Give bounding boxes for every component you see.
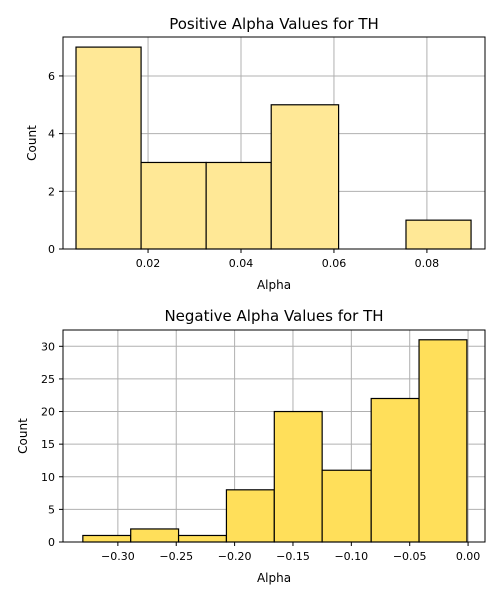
x-tick-label: −0.10: [334, 550, 368, 563]
histogram-bar: [225, 489, 275, 543]
plot-area-frame: [62, 36, 486, 250]
x-tick-label: −0.30: [101, 550, 135, 563]
histogram-bar: [205, 161, 272, 250]
x-tick-label: 0.08: [415, 257, 440, 270]
histogram-bar: [273, 410, 323, 543]
histogram-bar: [177, 534, 228, 543]
y-axis-label: Count: [16, 418, 30, 454]
x-tick-label: −0.15: [276, 550, 310, 563]
y-tick-label: 30: [41, 340, 55, 353]
y-tick-label: 25: [41, 373, 55, 386]
x-tick-label: −0.20: [218, 550, 252, 563]
histogram-bar: [370, 397, 420, 543]
histogram-bar: [75, 46, 142, 250]
y-tick-label: 0: [48, 536, 55, 549]
y-tick-label: 2: [48, 185, 55, 198]
x-tick-label: 0.00: [456, 550, 481, 563]
positive-alpha-histogram: 0.02 0.04 0.06 0.08 0 2 4 6 Positive Alpha Value…: [25, 15, 486, 292]
histogram-bar: [321, 469, 372, 543]
chart-title: Negative Alpha Values for TH: [164, 307, 383, 325]
x-tick-label: 0.06: [322, 257, 347, 270]
x-axis-label: Alpha: [257, 278, 291, 292]
histogram-bar: [405, 219, 472, 250]
y-tick-label: 4: [48, 128, 55, 141]
histogram-bar: [418, 339, 468, 543]
x-axis-label: Alpha: [257, 571, 291, 585]
chart-title: Positive Alpha Values for TH: [169, 15, 379, 33]
y-tick-label: 10: [41, 471, 55, 484]
y-axis-label: Count: [25, 125, 39, 161]
x-tick-label: 0.04: [229, 257, 254, 270]
y-tick-label: 0: [48, 243, 55, 256]
y-tick-label: 15: [41, 438, 55, 451]
y-tick-label: 20: [41, 406, 55, 419]
x-tick-label: −0.25: [159, 550, 193, 563]
x-tick-label: 0.02: [136, 257, 161, 270]
y-tick-label: 6: [48, 70, 55, 83]
y-tick-label: 5: [48, 503, 55, 516]
negative-alpha-histogram: −0.30 −0.25 −0.20 −0.15 −0.10 −0.05 0.00 0 5 10 15…: [16, 307, 486, 585]
histogram-bar: [130, 528, 180, 543]
plot-area-frame: [62, 329, 486, 543]
x-tick-label: −0.05: [393, 550, 427, 563]
histogram-bar: [270, 104, 340, 250]
histogram-bar: [82, 534, 132, 543]
histogram-bar: [140, 161, 207, 250]
